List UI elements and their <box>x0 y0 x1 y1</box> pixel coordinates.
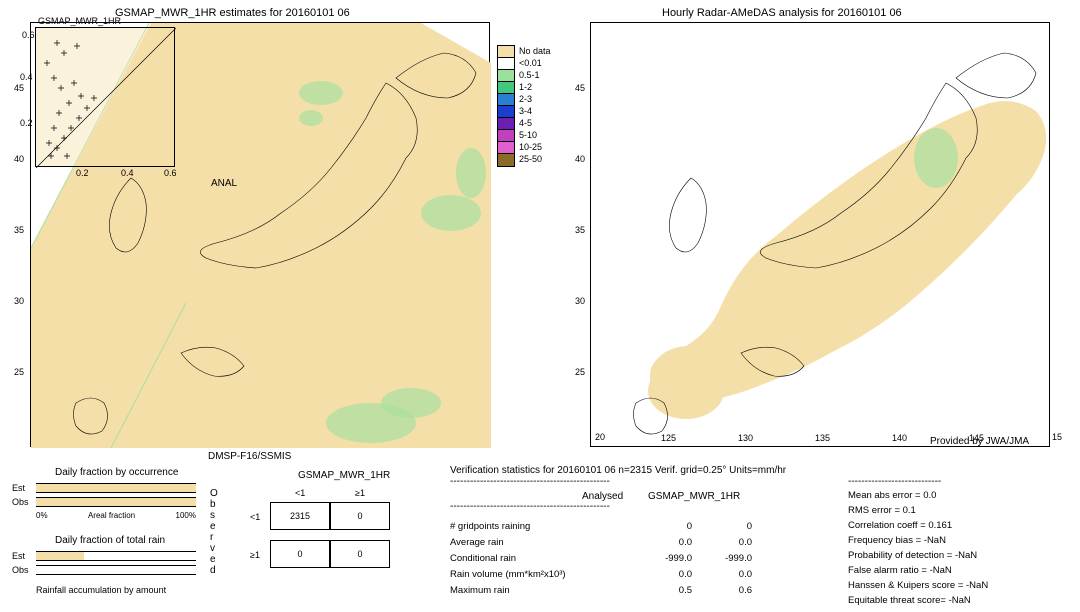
stats-header: Verification statistics for 20160101 06 … <box>450 465 786 476</box>
precip-patch <box>421 195 481 231</box>
bar-axis-label: 0% <box>36 511 48 520</box>
totalrain-bars: Est Obs <box>12 551 196 579</box>
bar-label: Obs <box>12 565 36 575</box>
metric-row: RMS error = 0.1 <box>848 505 988 520</box>
ct-row-header: <1 <box>250 512 260 522</box>
left-ytick: 25 <box>14 367 24 377</box>
stat-val: -999.0 <box>700 553 760 564</box>
left-map-subtitle: DMSP-F16/SSMIS <box>208 451 291 462</box>
bar-label: Obs <box>12 497 36 507</box>
contingency-title: GSMAP_MWR_1HR <box>298 470 390 481</box>
dashes: ---------------------------- <box>848 476 941 487</box>
left-ytick: 45 <box>14 83 24 93</box>
stat-val: 0 <box>700 521 760 532</box>
right-xtick: 135 <box>815 433 830 443</box>
legend-label: 3-4 <box>519 106 532 116</box>
legend-label: 4-5 <box>519 118 532 128</box>
metric-row: Mean abs error = 0.0 <box>848 490 988 505</box>
credit-text: Provided by JWA/JMA <box>930 436 1029 447</box>
metric-row: Frequency bias = -NaN <box>848 535 988 550</box>
color-legend <box>497 45 515 167</box>
dashes: ----------------------------------------… <box>450 501 610 512</box>
totalrain-footer: Rainfall accumulation by amount <box>36 585 166 595</box>
ct-cell: 0 <box>330 540 390 568</box>
left-map-title: GSMAP_MWR_1HR estimates for 20160101 06 <box>115 7 350 19</box>
right-ytick: 45 <box>575 83 585 93</box>
legend-label: 2-3 <box>519 94 532 104</box>
legend-label: 1-2 <box>519 82 532 92</box>
right-map-title: Hourly Radar-AMeDAS analysis for 2016010… <box>662 7 902 19</box>
inset-ytick: 0.2 <box>20 118 33 128</box>
stat-label: Rain volume (mm*km²x10³) <box>450 569 600 580</box>
bar-axis-label: 100% <box>176 511 196 520</box>
inset-ytick: 0.6 <box>22 30 35 40</box>
stat-val: 0.0 <box>700 569 760 580</box>
stat-label: Conditional rain <box>450 553 600 564</box>
inset-xtick: 0.4 <box>121 168 134 178</box>
stat-label: Maximum rain <box>450 585 600 596</box>
stat-val: 0 <box>600 521 700 532</box>
stat-val: 0.0 <box>600 537 700 548</box>
stat-val: 0.6 <box>700 585 760 596</box>
left-ytick: 40 <box>14 154 24 164</box>
precip-patch <box>914 128 958 188</box>
inset-xtick: 0.2 <box>76 168 89 178</box>
inset-ytick: 0.4 <box>20 72 33 82</box>
right-xtick: 125 <box>661 433 676 443</box>
stat-val: 0.0 <box>600 569 700 580</box>
left-ytick: 30 <box>14 296 24 306</box>
ct-row-header: ≥1 <box>250 550 260 560</box>
metric-row: Hanssen & Kuipers score = -NaN <box>848 580 988 595</box>
right-xtick: 130 <box>738 433 753 443</box>
metric-row: Equitable threat score= -NaN <box>848 595 988 610</box>
radar-coverage <box>650 101 1046 404</box>
legend-label: 0.5-1 <box>519 70 540 80</box>
right-ytick: 25 <box>575 367 585 377</box>
metric-row: Probability of detection = -NaN <box>848 550 988 565</box>
right-ytick: 35 <box>575 225 585 235</box>
stat-val: 0.0 <box>700 537 760 548</box>
inset-scatter: GSMAP_MWR_1HR 0.4 0.2 0.6 0.2 0.4 0.6 <box>35 27 175 167</box>
right-xtick: 140 <box>892 433 907 443</box>
totalrain-title: Daily fraction of total rain <box>55 535 165 546</box>
inset-xtick: 0.6 <box>164 168 177 178</box>
bar-label: Est <box>12 551 36 561</box>
right-ytick: 30 <box>575 296 585 306</box>
stat-label: # gridpoints raining <box>450 521 600 532</box>
stat-label: Average rain <box>450 537 600 548</box>
stat-val: -999.0 <box>600 553 700 564</box>
inset-title: GSMAP_MWR_1HR <box>38 16 121 26</box>
bar-label: Est <box>12 483 36 493</box>
stats-right-metrics: Mean abs error = 0.0 RMS error = 0.1 Cor… <box>848 490 988 610</box>
ct-col-header: ≥1 <box>355 488 365 498</box>
legend-label: <0.01 <box>519 58 542 68</box>
occurrence-title: Daily fraction by occurrence <box>55 467 178 478</box>
metric-row: False alarm ratio = -NaN <box>848 565 988 580</box>
occurrence-bars: Est Obs 0% Areal fraction 100% <box>12 483 196 520</box>
stat-val: 0.5 <box>600 585 700 596</box>
bar-axis-label: Areal fraction <box>88 511 135 520</box>
observed-vertical-label: Observed <box>210 488 222 576</box>
right-map: 125 130 135 140 145 <box>590 22 1050 447</box>
left-map: GSMAP_MWR_1HR 0.4 0.2 0.6 0.2 0.4 0.6 AN… <box>30 22 490 447</box>
stats-rows: # gridpoints raining00 Average rain0.00.… <box>450 518 760 598</box>
right-ytick: 40 <box>575 154 585 164</box>
left-ytick: 35 <box>14 225 24 235</box>
legend-label: 10-25 <box>519 142 542 152</box>
dashes: ----------------------------------------… <box>450 476 610 487</box>
anal-label: ANAL <box>211 178 237 189</box>
legend-label: No data <box>519 46 551 56</box>
legend-label: 25-50 <box>519 154 542 164</box>
legend-label: 5-10 <box>519 130 537 140</box>
ct-cell: 2315 <box>270 502 330 530</box>
ct-col-header: <1 <box>295 488 305 498</box>
stats-col2-header: GSMAP_MWR_1HR <box>648 491 740 502</box>
ct-cell: 0 <box>330 502 390 530</box>
metric-row: Correlation coeff = 0.161 <box>848 520 988 535</box>
ct-cell: 0 <box>270 540 330 568</box>
